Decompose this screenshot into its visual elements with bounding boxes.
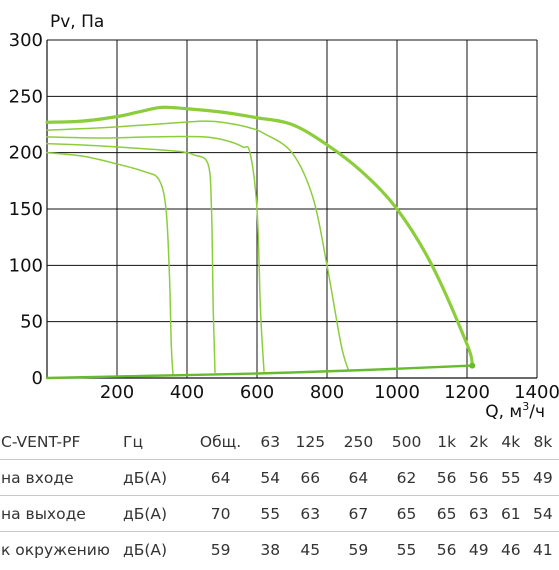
y-axis-title: Pv, Па — [50, 12, 104, 32]
x-tick-label: 400 — [170, 382, 204, 403]
table-row: на выходе дБ(А) 70 55 63 67 65 65 63 61 54 — [0, 495, 559, 532]
table-header-cell: 8k — [526, 424, 559, 460]
table-unit-cell: дБ(А) — [123, 495, 187, 532]
table-value-cell: 55 — [500, 468, 521, 487]
table-model-label: C-VENT-PF — [0, 424, 123, 460]
x-axis-title-sup: 3 — [522, 400, 529, 413]
table-header-cell: 4k — [494, 424, 527, 460]
x-tick-label: 200 — [100, 382, 134, 403]
table-value-cell: 56 — [468, 468, 489, 487]
table-unit-cell: дБ(А) — [123, 531, 187, 567]
table-value-cell: 65 — [382, 495, 431, 532]
y-tick-label: 150 — [9, 199, 43, 220]
table-header-cell: 250 — [334, 424, 383, 460]
table-value-cell: 56 — [430, 531, 463, 567]
table-header-cell: Общ. — [187, 424, 255, 460]
x-tick-label: 600 — [240, 382, 274, 403]
table-header-cell: 2k — [462, 424, 495, 460]
table-value-cell: 54 — [260, 468, 281, 487]
y-tick-label: 300 — [9, 30, 43, 51]
noise-table-header-row: C-VENT-PF Гц Общ. 63 125 250 500 1k 2k 4k 8k — [0, 424, 559, 460]
table-value-cell: 38 — [254, 531, 287, 567]
curve-end-point — [469, 362, 476, 369]
table-row-label: на выходе — [0, 495, 123, 532]
table-header-cell: 500 — [382, 424, 431, 460]
table-value-cell: 45 — [286, 531, 335, 567]
table-value-cell: 64 — [210, 468, 231, 487]
curve-speed-4 — [46, 151, 174, 376]
table-value-cell: 65 — [430, 495, 463, 532]
table-header-cell: Гц — [123, 424, 187, 460]
table-value-cell: 64 — [348, 468, 369, 487]
table-header-cell: 63 — [254, 424, 287, 460]
x-axis-title: Q, м3/ч — [485, 400, 545, 422]
table-value-cell: 70 — [187, 495, 255, 532]
table-value-cell: 41 — [526, 531, 559, 567]
noise-table-body: на входе дБ(А) 64 54 66 64 62 56 56 55 49 на выходе… — [0, 460, 559, 567]
x-tick-label: 1400 — [514, 382, 559, 403]
noise-table: C-VENT-PF Гц Общ. 63 125 250 500 1k 2k 4k 8k на вх… — [0, 424, 559, 567]
table-row-label: к окружению — [0, 531, 123, 567]
table-value-cell: 54 — [526, 495, 559, 532]
table-value-cell: 63 — [286, 495, 335, 532]
table-row: к окружению дБ(А) 59 38 45 59 55 56 49 46 41 — [0, 531, 559, 567]
table-value-cell: 59 — [187, 531, 255, 567]
table-value-cell: 62 — [396, 468, 417, 487]
curve-speed-1 — [46, 120, 349, 370]
table-value-cell: 67 — [334, 495, 383, 532]
curve-speed-2 — [46, 135, 265, 372]
curve-max-speed — [45, 105, 474, 367]
table-value-cell: 46 — [494, 531, 527, 567]
x-tick-label: 1200 — [444, 382, 490, 403]
table-value-cell: 55 — [254, 495, 287, 532]
table-row: на входе дБ(А) 64 54 66 64 62 56 56 55 49 — [0, 460, 559, 496]
table-value-cell: 49 — [462, 531, 495, 567]
table-value-cell: 66 — [300, 468, 321, 487]
table-value-cell: 61 — [494, 495, 527, 532]
x-tick-label: 1000 — [374, 382, 420, 403]
x-tick-label: 800 — [310, 382, 344, 403]
y-tick-label: 200 — [9, 143, 43, 164]
x-axis-title-main: Q, м — [485, 402, 522, 422]
y-tick-label: 250 — [9, 86, 43, 107]
table-header-cell: 1k — [430, 424, 463, 460]
x-axis-title-tail: /ч — [529, 402, 545, 422]
curve-speed-3 — [46, 142, 216, 374]
table-row-label: на входе — [1, 468, 74, 487]
y-tick-label: 100 — [9, 255, 43, 276]
table-value-cell: 59 — [334, 531, 383, 567]
table-value-cell: 49 — [533, 468, 553, 487]
y-tick-label: 50 — [20, 312, 43, 333]
y-tick-label: 0 — [32, 368, 43, 389]
chart-grid — [46, 39, 538, 379]
curve-system-line — [45, 364, 474, 380]
chart-curves — [45, 105, 476, 380]
table-value-cell: 55 — [382, 531, 431, 567]
fan-performance-chart: 0 50 100 150 200 250 300 200 400 600 800 1000 1200 14… — [9, 12, 559, 422]
table-header-cell: 125 — [286, 424, 335, 460]
table-unit-cell: дБ(А) — [123, 468, 168, 487]
table-value-cell: 63 — [462, 495, 495, 532]
table-value-cell: 56 — [436, 468, 457, 487]
chart-tick-labels: 0 50 100 150 200 250 300 200 400 600 800 1000 1200 14… — [9, 30, 559, 403]
